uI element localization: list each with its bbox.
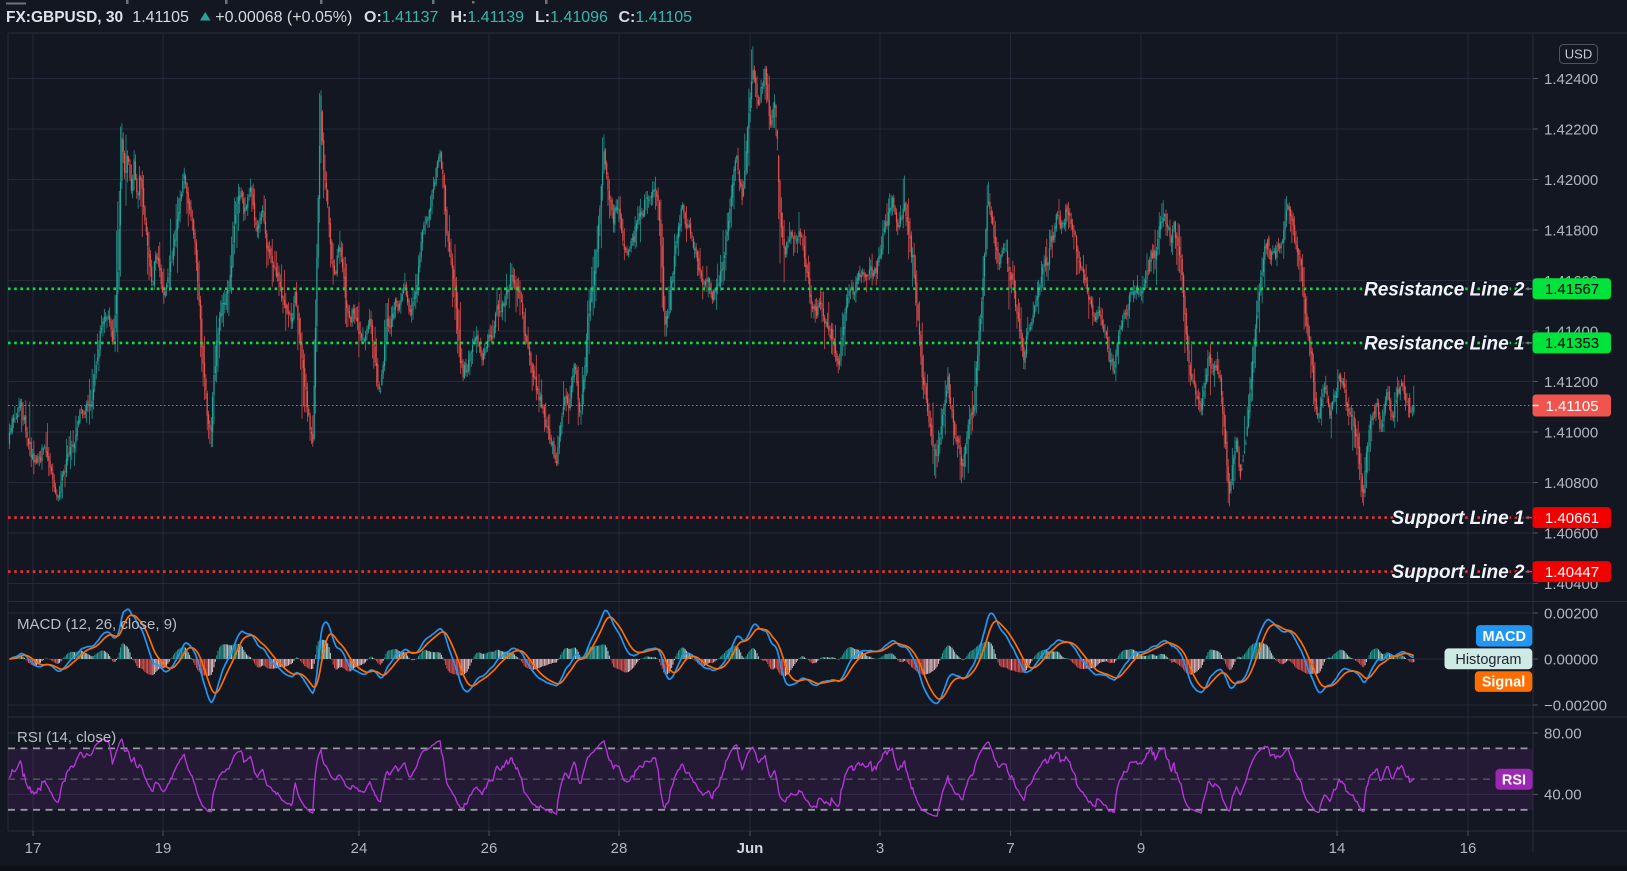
svg-text:−0.00200: −0.00200 (1544, 697, 1607, 714)
svg-text:Resistance Line 2: Resistance Line 2 (1364, 279, 1525, 300)
svg-text:C:1.41105: C:1.41105 (619, 9, 693, 26)
svg-text:26: 26 (481, 840, 498, 857)
svg-text:Resistance Line 1: Resistance Line 1 (1364, 333, 1525, 354)
svg-text:O:1.41137: O:1.41137 (364, 9, 439, 26)
svg-text:3: 3 (876, 840, 884, 857)
svg-text:1.42000: 1.42000 (1544, 172, 1598, 189)
svg-text:MACD: MACD (1482, 629, 1526, 645)
svg-text:Support Line 1: Support Line 1 (1392, 508, 1525, 529)
svg-text:RSI (14, close): RSI (14, close) (17, 729, 116, 746)
svg-text:MACD (12, 26, close, 9): MACD (12, 26, close, 9) (17, 616, 177, 633)
svg-text:7: 7 (1006, 840, 1014, 857)
svg-text:14: 14 (1329, 840, 1346, 857)
svg-text:1.40600: 1.40600 (1544, 525, 1598, 542)
svg-text:1.42400: 1.42400 (1544, 71, 1598, 88)
svg-text:1.42200: 1.42200 (1544, 121, 1598, 138)
svg-text:19: 19 (155, 840, 172, 857)
svg-text:1.41105: 1.41105 (1545, 398, 1598, 415)
svg-text:1.41800: 1.41800 (1544, 222, 1598, 239)
svg-text:RSI: RSI (1502, 772, 1526, 788)
svg-text:L:1.41096: L:1.41096 (535, 9, 608, 26)
svg-text:40.00: 40.00 (1544, 787, 1582, 804)
svg-text:1.41567: 1.41567 (1545, 281, 1599, 298)
svg-text:1.41200: 1.41200 (1544, 374, 1598, 391)
svg-text:16: 16 (1460, 840, 1477, 857)
svg-text:1.41000: 1.41000 (1544, 424, 1598, 441)
svg-text:24: 24 (351, 840, 368, 857)
svg-text:9: 9 (1137, 840, 1145, 857)
svg-text:1.41353: 1.41353 (1545, 335, 1599, 352)
svg-text:Support Line 2: Support Line 2 (1392, 562, 1525, 583)
svg-text:H:1.41139: H:1.41139 (451, 9, 525, 26)
svg-text:1.41105: 1.41105 (132, 9, 189, 26)
svg-text:1.40661: 1.40661 (1545, 510, 1599, 527)
svg-text:1.40447: 1.40447 (1545, 564, 1599, 581)
svg-text:80.00: 80.00 (1544, 725, 1582, 742)
svg-text:28: 28 (611, 840, 628, 857)
svg-text:Histogram: Histogram (1455, 652, 1521, 668)
svg-text:Jun: Jun (737, 840, 764, 857)
svg-text:Signal: Signal (1482, 675, 1526, 691)
svg-text:FX:GBPUSD, 30: FX:GBPUSD, 30 (6, 9, 123, 26)
svg-text:0.00200: 0.00200 (1544, 605, 1598, 622)
svg-text:+0.00068 (+0.05%): +0.00068 (+0.05%) (215, 9, 352, 26)
svg-text:1.40800: 1.40800 (1544, 475, 1598, 492)
svg-text:0.00000: 0.00000 (1544, 651, 1598, 668)
svg-text:USD: USD (1565, 47, 1592, 62)
svg-text:17: 17 (25, 840, 42, 857)
